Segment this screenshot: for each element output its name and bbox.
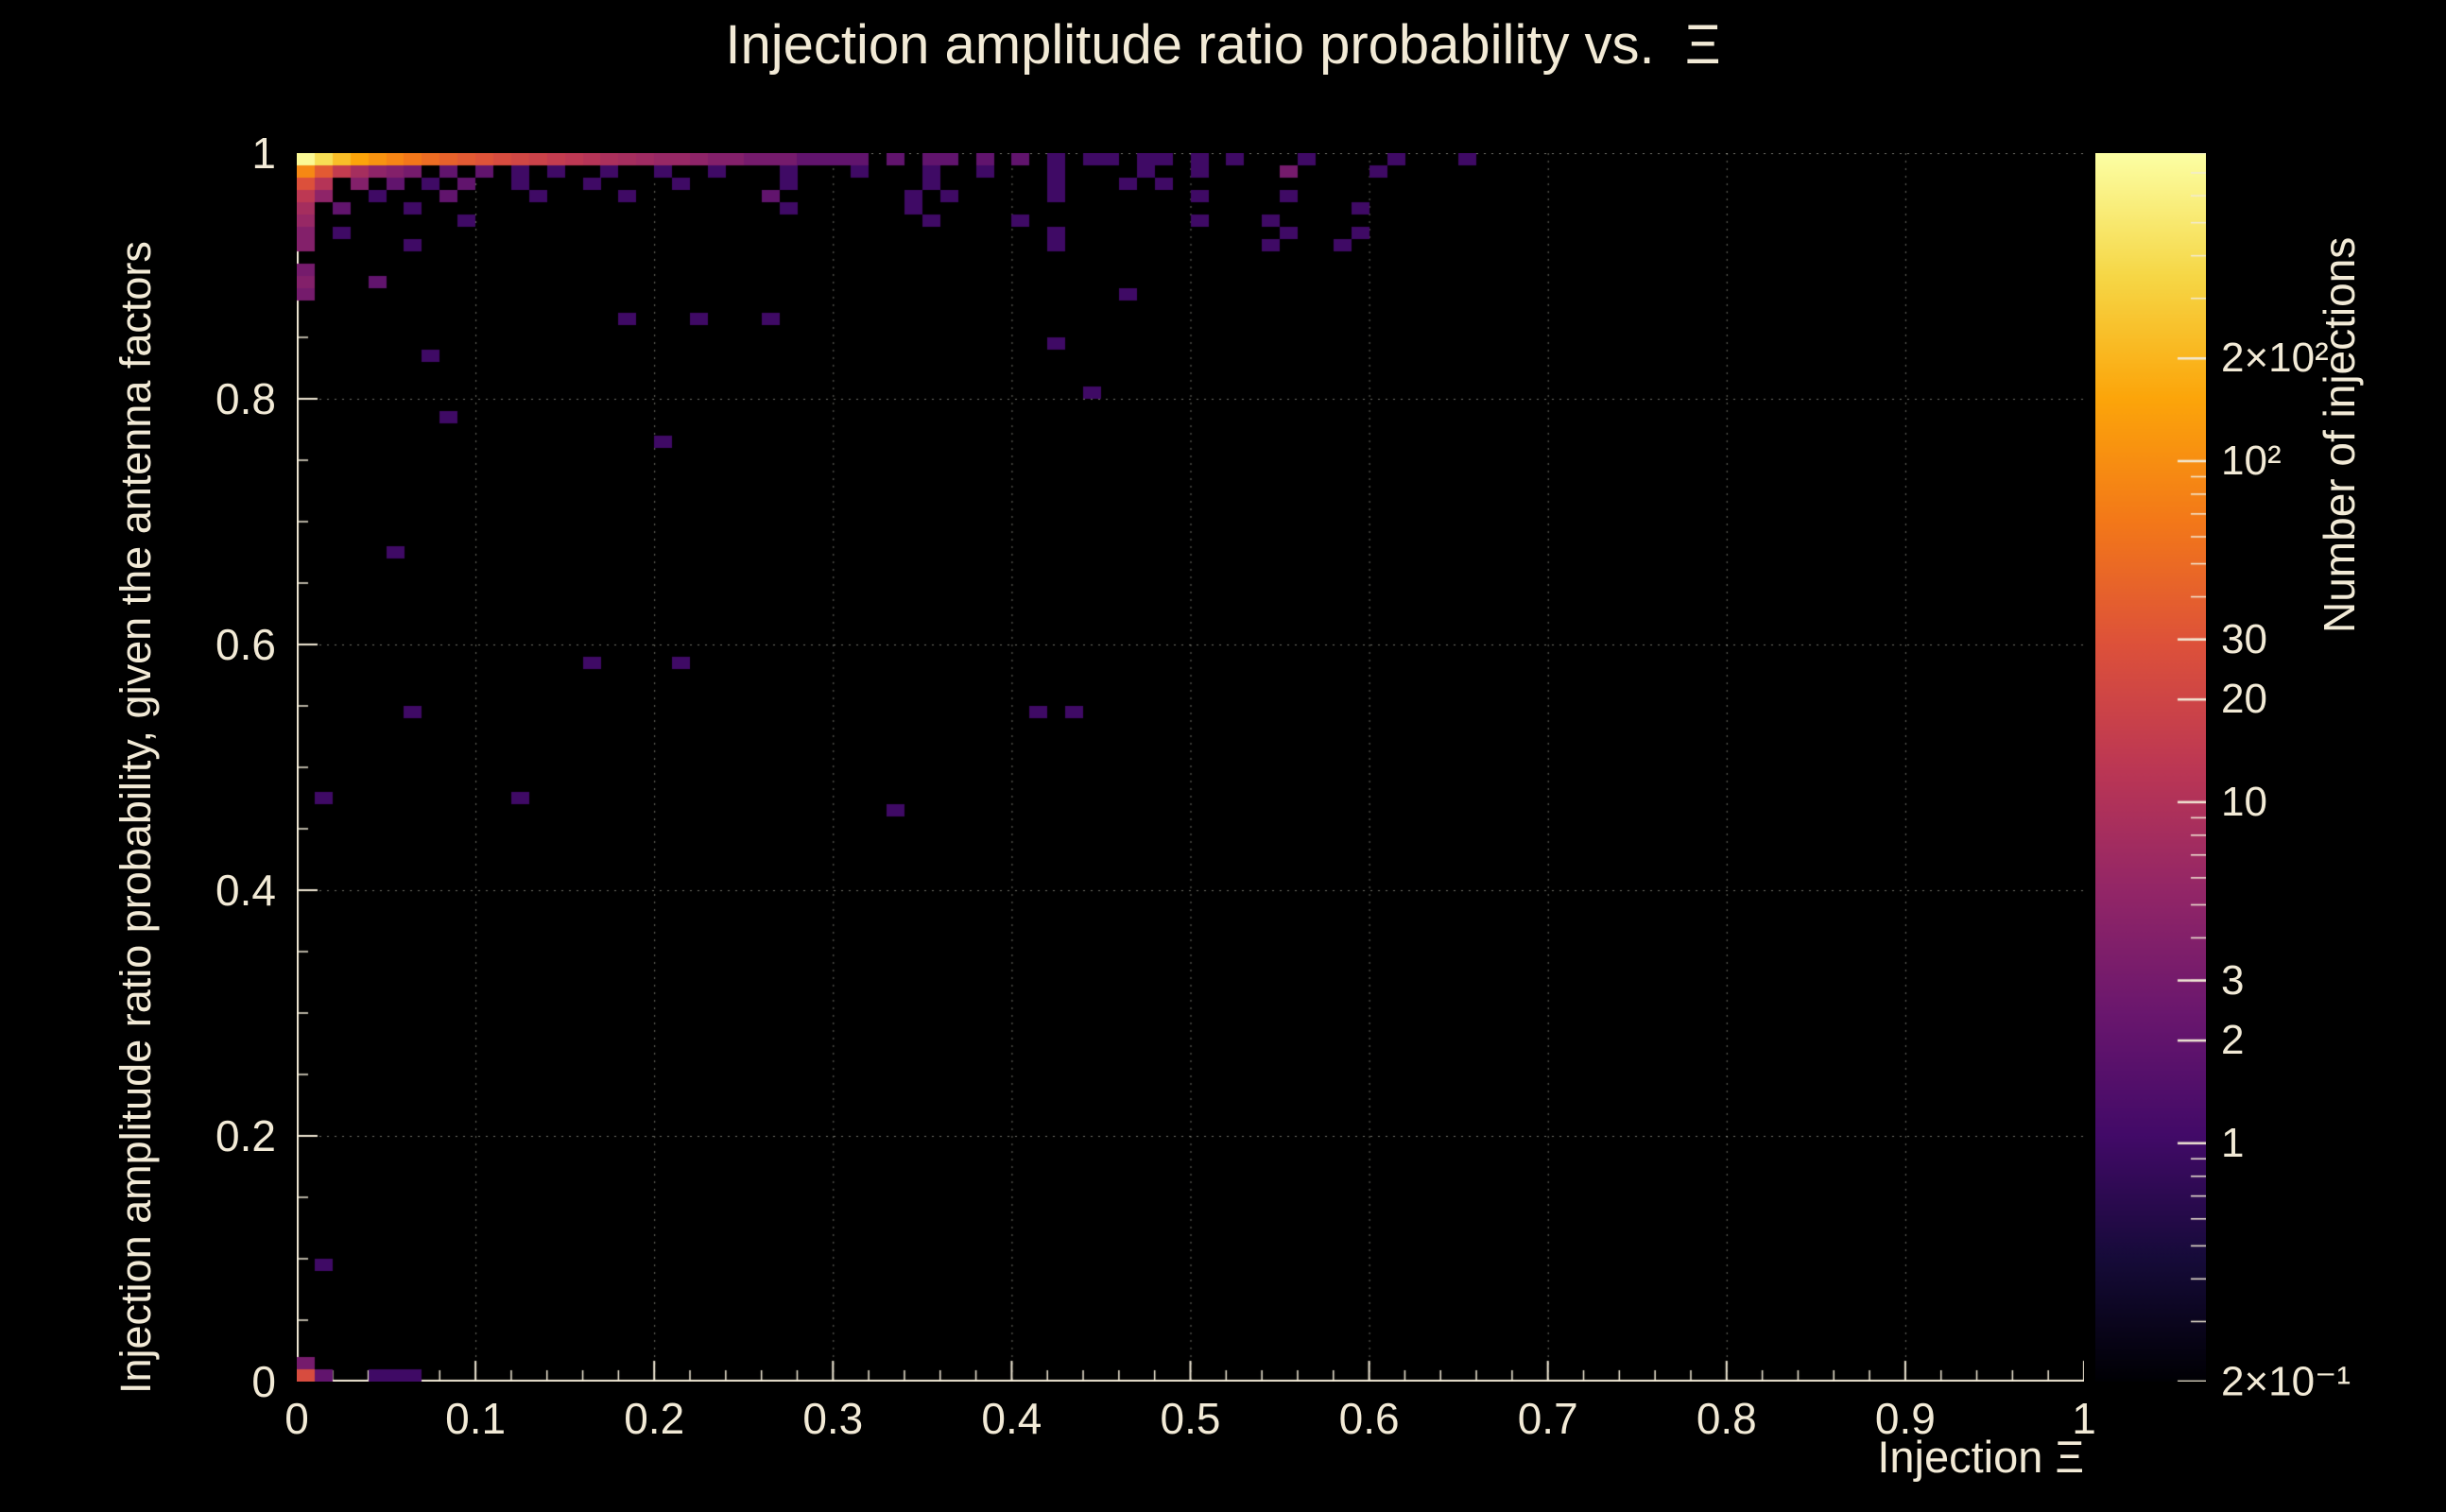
colorbar-tick-label: 2×10⁻¹: [2221, 1358, 2351, 1405]
x-tick-label: 0.6: [1338, 1394, 1400, 1443]
x-tick-label: 0.8: [1696, 1394, 1757, 1443]
colorbar-tick-label: 10: [2221, 778, 2267, 825]
y-tick-label: 0.8: [215, 374, 276, 423]
chart-title: Injection amplitude ratio probability vs…: [725, 14, 1721, 76]
x-tick-label: 0.3: [802, 1394, 864, 1443]
y-tick-label: 0.2: [215, 1111, 276, 1160]
y-tick-label: 0: [251, 1357, 276, 1406]
x-tick-label: 0.2: [624, 1394, 685, 1443]
colorbar-tick-label: 10²: [2221, 437, 2282, 484]
colorbar-tick-label: 2×10²: [2221, 335, 2329, 382]
x-tick-label: 0.9: [1874, 1394, 1936, 1443]
colorbar-tick-label: 20: [2221, 676, 2267, 723]
heatmap-canvas: [297, 153, 2084, 1382]
colorbar-tick-labels: 2×10² 10² 30 20 10 3 2 1 2×10⁻¹: [2221, 153, 2443, 1404]
colorbar-tick-label: 30: [2221, 615, 2267, 662]
x-tick-label: 0: [284, 1394, 309, 1443]
y-tick-label: 0.4: [215, 866, 276, 915]
y-tick-label: 0.6: [215, 620, 276, 669]
y-tick-labels: 0 0.2 0.4 0.6 0.8 1: [113, 129, 284, 1406]
x-tick-label: 0.1: [445, 1394, 507, 1443]
colorbar-tick-label: 3: [2221, 956, 2245, 1004]
x-tick-label: 0.4: [981, 1394, 1042, 1443]
x-axis-title: Injection Ξ: [1877, 1432, 2084, 1482]
x-tick-label: 1: [2072, 1394, 2096, 1443]
x-tick-labels: 0 0.1 0.2 0.3 0.4 0.5 0.6 0.7 0.8 0.9 1: [284, 1393, 2096, 1450]
x-tick-label: 0.5: [1160, 1394, 1221, 1443]
colorbar-tick-label: 2: [2221, 1017, 2245, 1064]
colorbar-title: Number of injections: [2315, 236, 2364, 633]
y-axis-title: Injection amplitude ratio probability, g…: [112, 241, 160, 1394]
colorbar-tick-label: 1: [2221, 1119, 2245, 1166]
x-tick-label: 0.7: [1517, 1394, 1578, 1443]
y-tick-label: 1: [251, 129, 276, 178]
colorbar-canvas: [2095, 153, 2206, 1382]
